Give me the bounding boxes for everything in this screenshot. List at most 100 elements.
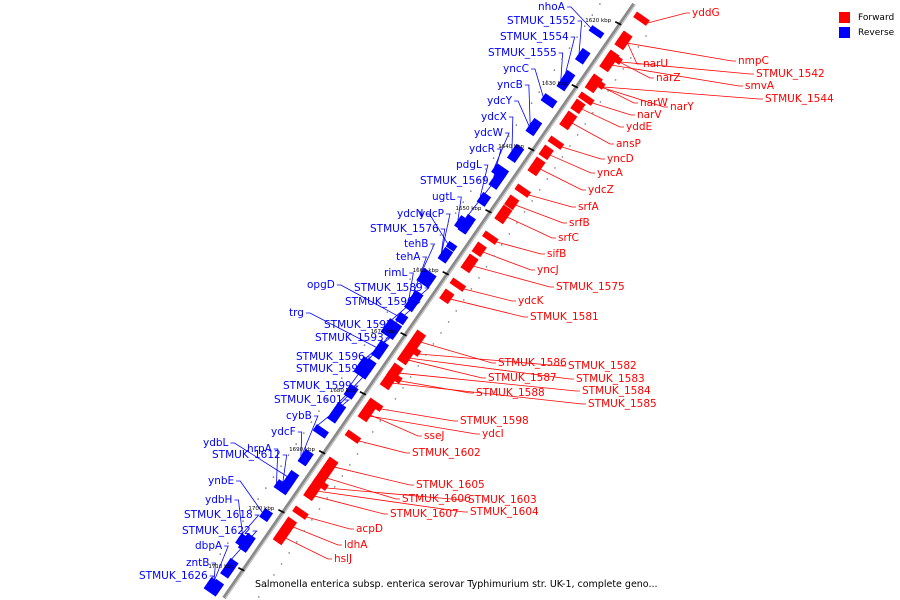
reverse-gene-label: ydbH <box>205 494 232 506</box>
reverse-gene-label: tehA <box>396 251 421 263</box>
forward-leader-line <box>318 490 468 513</box>
legend-label-forward: Forward <box>858 12 895 23</box>
minor-tick <box>538 91 540 93</box>
forward-gene-block <box>577 91 595 106</box>
scale-label: 1640 kbp <box>498 144 524 150</box>
minor-tick <box>287 454 290 456</box>
forward-gene-block <box>439 288 455 305</box>
forward-leader-line <box>473 265 554 288</box>
forward-gene-block <box>366 397 384 412</box>
minor-tick <box>462 299 465 301</box>
minor-tick <box>402 387 404 389</box>
reverse-gene-block <box>203 577 224 597</box>
scale-bar: 1620 kbp 1630 kbp 1640 kbp 1650 kbp 1660 kbp… <box>208 18 622 572</box>
forward-leader-line <box>483 251 535 271</box>
reverse-gene-label: yncB <box>497 79 523 91</box>
reverse-gene-label: STMUK_1612 <box>212 449 281 461</box>
forward-gene-label: sifB <box>547 248 566 260</box>
scale-tick <box>238 567 245 572</box>
forward-gene-label: STMUK_1604 <box>470 506 539 518</box>
forward-leader-line <box>507 216 556 239</box>
minor-tick <box>630 57 632 59</box>
forward-gene-label: STMUK_1605 <box>416 479 485 491</box>
reverse-leader-line <box>273 448 279 484</box>
minor-tick <box>363 344 366 346</box>
forward-gene-label: smvA <box>745 80 775 92</box>
reverse-gene-label: STMUK_1601 <box>274 394 343 406</box>
reverse-gene-label: STMUK_1554 <box>500 31 569 43</box>
forward-leader-line <box>603 86 763 100</box>
forward-leader-line <box>647 12 690 24</box>
forward-gene-label: STMUK_1585 <box>588 398 657 410</box>
reverse-gene-block <box>220 557 239 579</box>
forward-gene-label: ydcK <box>518 295 545 307</box>
label-leader-lines <box>207 6 763 585</box>
forward-gene-label: hslJ <box>334 553 352 565</box>
forward-gene-label: yncD <box>607 153 634 165</box>
minor-tick <box>546 178 549 180</box>
reverse-leader-line <box>530 68 544 97</box>
legend-item-forward: Forward <box>839 10 894 25</box>
reverse-leader-line <box>420 243 436 275</box>
forward-gene-block <box>272 525 291 546</box>
forward-gene-label: yncA <box>597 167 624 179</box>
reverse-gene-label: ydcR <box>469 143 495 155</box>
reverse-gene-block <box>277 475 296 496</box>
forward-leader-line <box>598 84 638 104</box>
scale-tick <box>614 21 622 26</box>
minor-tick <box>401 289 404 291</box>
reverse-leader-line <box>441 213 451 253</box>
reverse-gene-block <box>574 47 591 65</box>
scale-label: 1620 kbp <box>585 18 611 24</box>
reverse-gene-label: hrpA <box>247 443 273 455</box>
genome-caption: Salmonella enterica subsp. enterica sero… <box>255 579 658 590</box>
minor-tick <box>348 366 351 368</box>
forward-leader-line <box>528 194 576 208</box>
reverse-leader-line <box>514 100 530 127</box>
minor-tick <box>645 35 647 37</box>
scale-tick <box>400 332 407 337</box>
forward-leader-line <box>314 495 388 515</box>
minor-tick <box>508 233 511 235</box>
scale-label: 1690 kbp <box>289 447 315 453</box>
reverse-swatch <box>839 27 850 38</box>
minor-tick <box>561 58 563 60</box>
reverse-gene-label: zntB <box>186 557 210 569</box>
forward-leader-line <box>327 477 400 500</box>
minor-tick <box>333 486 336 488</box>
minor-ticks <box>211 3 647 598</box>
forward-gene-label: srfB <box>569 217 590 229</box>
minor-tick <box>485 266 488 268</box>
minor-tick <box>394 300 396 302</box>
forward-leader-line <box>370 414 422 437</box>
reverse-gene-label: yncC <box>503 63 529 75</box>
reverse-gene-label: ydcN <box>397 208 424 220</box>
minor-tick <box>387 409 389 411</box>
forward-gene-label: ansP <box>616 138 641 150</box>
minor-tick <box>318 410 320 412</box>
forward-gene-label: STMUK_1602 <box>412 447 481 459</box>
minor-tick <box>561 156 564 158</box>
reverse-leader-line <box>212 545 229 585</box>
minor-tick <box>265 585 268 587</box>
legend-label-reverse: Reverse <box>858 27 895 38</box>
reverse-leader-line <box>479 164 489 197</box>
forward-gene-label: srfA <box>578 201 599 213</box>
reverse-gene-label: STMUK_1596 <box>296 351 365 363</box>
reverse-leader-line <box>282 454 288 483</box>
forward-leader-line <box>550 154 595 174</box>
reverse-gene-block <box>327 406 343 424</box>
minor-tick <box>356 355 358 357</box>
forward-leader-line <box>408 359 486 379</box>
reverse-gene-block <box>259 507 274 523</box>
forward-gene-label: STMUK_1581 <box>530 311 599 323</box>
minor-tick <box>272 476 275 478</box>
minor-tick <box>340 377 343 379</box>
forward-gene-label: yncJ <box>537 264 559 276</box>
minor-tick <box>432 245 434 247</box>
forward-leader-line <box>615 59 654 79</box>
minor-tick <box>288 552 290 554</box>
reverse-gene-label: opgD <box>307 279 335 291</box>
minor-tick <box>356 453 359 455</box>
scale-label: 1670 kbp <box>371 329 397 335</box>
